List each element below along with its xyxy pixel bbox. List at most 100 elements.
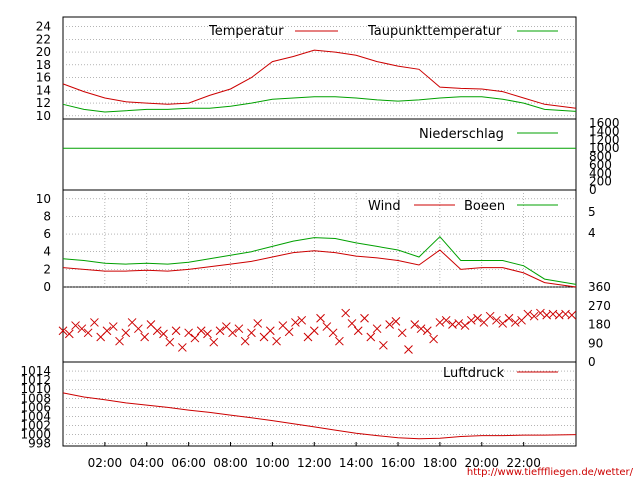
marker-stroke [498,319,508,328]
marker-stroke [127,318,137,327]
marker-stroke [278,321,288,330]
marker-stroke [404,345,413,354]
marker-stroke [190,333,200,343]
marker-stroke [328,328,338,338]
wind-direction-marker [171,326,181,336]
wind-direction-marker [215,326,225,336]
wind-direction-marker [385,320,394,329]
y-tick-label: 1008 [20,391,51,405]
y-tick-label: 1012 [20,373,51,387]
x-tick-label: 04:00 [129,456,164,470]
y-tick-label: 22 [36,32,51,46]
wind-direction-marker [360,313,369,323]
wind-direction-marker [341,308,351,318]
wind-direction-marker [203,329,212,339]
y-tick-label: 14 [36,83,51,97]
marker-stroke [510,318,520,327]
wind-direction-marker [492,315,501,325]
wind-direction-marker [140,332,150,342]
y-tick-label: 2 [43,262,51,276]
wind-direction-marker [190,333,200,343]
x-tick-label: 18:00 [423,456,458,470]
wind-direction-marker [366,332,376,342]
marker-stroke [360,313,369,323]
marker-stroke [115,336,124,346]
right-tick-label: 1200 [589,133,620,147]
marker-stroke [536,308,545,318]
wind-direction-marker [416,324,426,334]
x-tick-label: 12:00 [297,456,332,470]
wind-direction-marker [466,315,476,325]
y-tick-label: 20 [36,45,51,59]
wind-direction-marker [115,336,124,346]
wind-direction-marker [265,326,275,336]
marker-stroke [64,329,74,339]
y-tick-label: 0 [43,280,51,294]
x-tick-label: 02:00 [88,456,123,470]
wind-direction-marker [510,318,520,327]
wind-direction-marker [177,343,187,352]
right-tick-label: 180 [588,318,611,332]
wind-direction-marker [536,308,545,318]
y-tick-label: 1002 [20,419,51,433]
wind-direction-marker [134,324,143,334]
x-tick-label: 06:00 [171,456,206,470]
wind-direction-marker [473,313,482,323]
wind-direction-marker [58,326,68,336]
wind-direction-marker [309,326,319,336]
y-tick-label: 1000 [20,428,51,442]
wind-direction-marker [454,319,464,328]
wind-direction-marker [102,326,112,336]
y-tick-label: 18 [36,58,51,72]
marker-stroke [209,337,219,347]
wind-direction-marker [410,320,420,329]
tick-labels: 1012141618202224024681099810001002100410… [20,20,619,470]
wind-direction-marker [529,311,539,321]
marker-stroke [441,315,451,325]
marker-stroke [523,309,533,319]
marker-stroke [347,319,357,328]
legend-boeen: Boeen [464,199,505,214]
marker-stroke [529,311,539,321]
marker-stroke [567,310,577,320]
wind-direction-marker [422,326,432,336]
wind-direction-marker [291,318,300,327]
wind-direction-marker [64,329,74,339]
wind-direction-marker [297,315,307,325]
marker-stroke [291,318,300,327]
wind-direction-marker [159,329,168,339]
marker-stroke [102,326,112,336]
marker-stroke [196,326,206,336]
y-tick-label: 4 [43,245,51,259]
marker-stroke [228,328,237,338]
wind-direction-marker [284,327,294,337]
marker-stroke [429,334,438,344]
y-tick-label: 10 [36,109,51,123]
marker-stroke [353,326,363,336]
series-line-taupunkttemperatur [62,96,577,113]
y-tick-label: 6 [43,227,51,241]
wind-direction-marker [391,317,401,326]
marker-stroke [397,328,407,338]
source-url: http://www.tiefffliegen.de/wetter/ [467,467,634,478]
wind-direction-marker [108,322,118,331]
y-tick-label: 12 [36,96,51,110]
wind-direction-marker [328,328,338,338]
marker-stroke [159,329,168,339]
legend-taupunkttemperatur: Taupunkttemperatur [367,24,502,39]
wind-direction-marker [121,328,131,338]
wind-direction-marker [196,326,206,336]
marker-stroke [542,310,552,320]
marker-stroke [372,324,382,334]
wind-direction-marker [347,319,357,328]
marker-stroke [341,308,351,318]
marker-stroke [121,328,131,338]
wind-direction-marker [184,328,193,338]
right-tick-label: 400 [589,166,612,180]
x-tick-label: 08:00 [213,456,248,470]
y-tick-label: 1006 [20,400,51,414]
marker-stroke [240,336,250,346]
wind-direction-marker [253,319,263,328]
right-tick-label: 0 [589,183,597,197]
